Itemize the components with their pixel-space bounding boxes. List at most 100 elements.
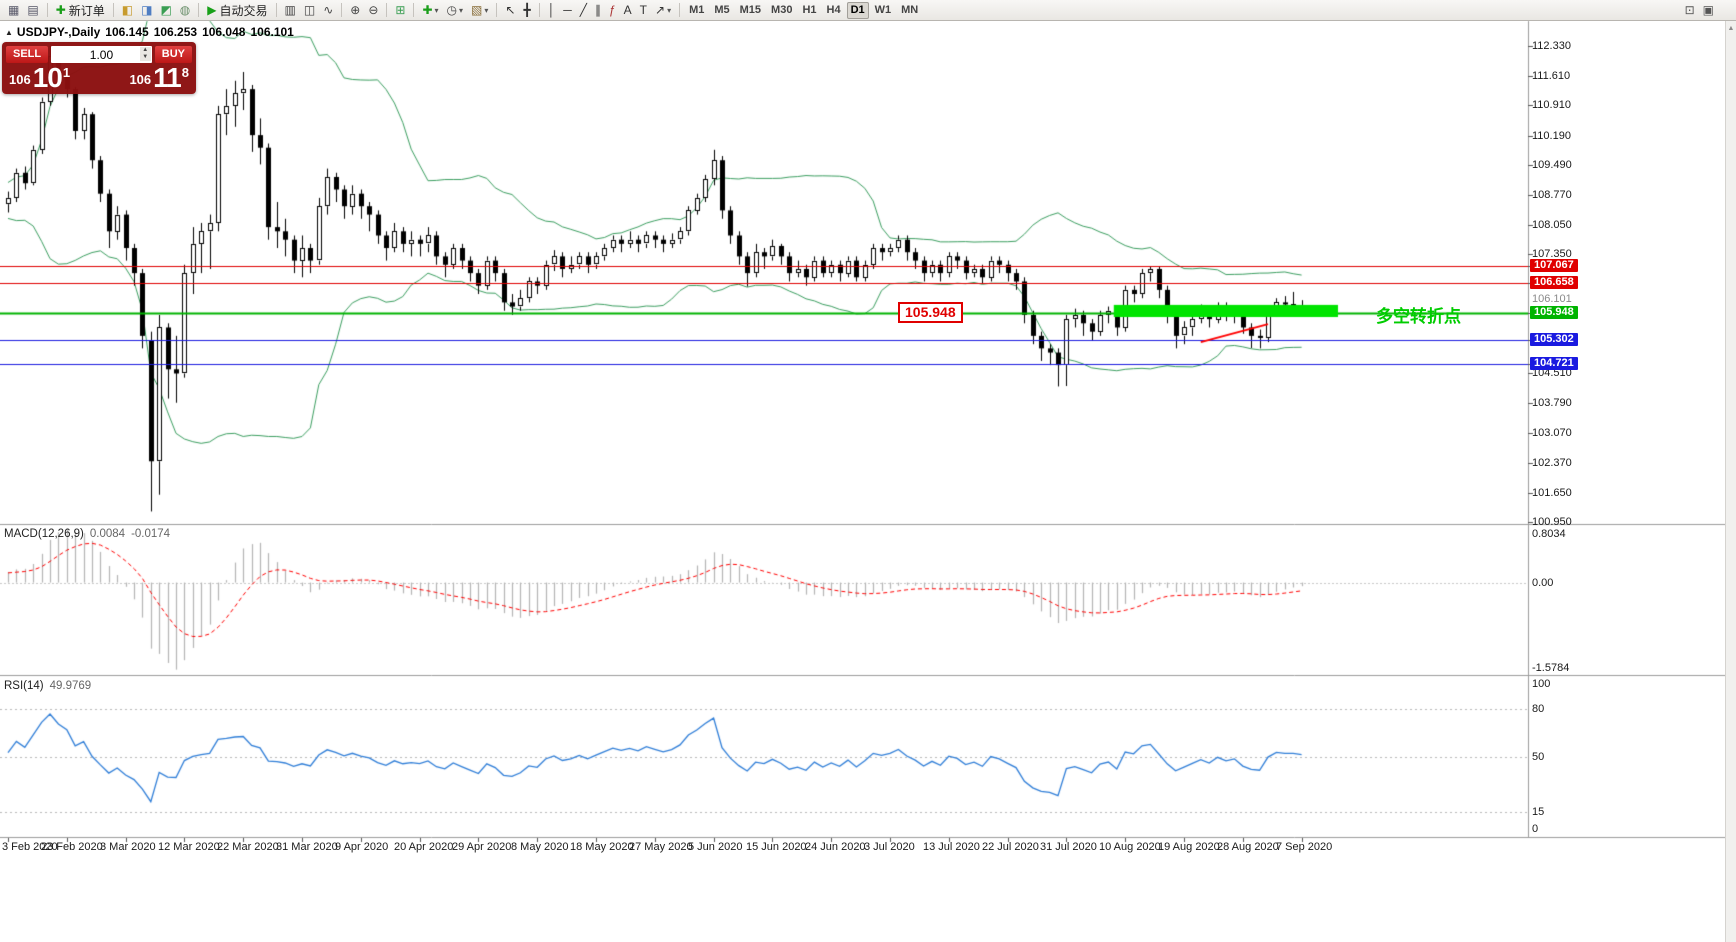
date-axis-label: 27 May 2020 [629, 841, 693, 853]
timeframe-M15[interactable]: M15 [739, 4, 762, 16]
candlestick-chart-icon[interactable]: ◫ [301, 2, 318, 19]
channel-icon: ∥ [594, 3, 601, 17]
layout-icon[interactable]: ▣ [1700, 2, 1717, 19]
timeframe-H1[interactable]: H1 [802, 4, 817, 16]
vertical-scrollbar[interactable]: ▲ [1725, 21, 1736, 942]
date-axis-label: 22 Jul 2020 [982, 841, 1039, 853]
periods-button[interactable]: ◷ ▾ [444, 2, 467, 19]
layout-icon: ▣ [1702, 3, 1714, 17]
print-icon[interactable]: ⊡ [1682, 2, 1698, 19]
autotrading-button[interactable]: ▶ 自动交易 [204, 2, 270, 19]
horizontal-line-icon[interactable]: ─ [560, 2, 575, 19]
tile-windows-icon[interactable]: ⊞ [392, 2, 408, 19]
zoom-out-icon: ⊖ [368, 3, 379, 17]
date-axis-label: 7 Sep 2020 [1276, 841, 1333, 853]
navigator-icon: ◩ [160, 3, 172, 17]
cursor-icon[interactable]: ↖ [502, 2, 518, 19]
line-chart-icon[interactable]: ∿ [320, 2, 336, 19]
date-axis-label: 18 May 2020 [570, 841, 634, 853]
timeframe-MN[interactable]: MN [901, 4, 919, 16]
crosshair-icon[interactable]: ╋ [520, 2, 533, 19]
toolbar-separator [496, 3, 498, 17]
price-axis-label: 109.490 [1532, 159, 1572, 171]
price-axis-label: 104.510 [1532, 367, 1572, 379]
trendline-icon[interactable]: ╱ [577, 2, 590, 19]
date-axis-label: 23 Feb 2020 [41, 841, 103, 853]
buy-button[interactable]: BUY [154, 46, 192, 63]
bid-pip: 1 [62, 65, 71, 80]
price-axis-label: 112.330 [1532, 40, 1571, 52]
fibonacci-icon[interactable]: ƒ [606, 2, 619, 19]
profiles-icon[interactable]: ▤ [24, 2, 41, 19]
rsi-name: RSI(14) [4, 680, 44, 692]
timeframe-M1[interactable]: M1 [689, 4, 705, 16]
new-chart-icon: ▦ [8, 3, 20, 17]
text-icon[interactable]: A [621, 2, 635, 19]
bar-chart-icon[interactable]: ▥ [282, 2, 299, 19]
horizontal-line-icon: ─ [563, 3, 572, 17]
arrows-icon[interactable]: ↗ ▾ [652, 2, 674, 19]
ask-price: 106 11 8 [129, 64, 189, 92]
templates-button: ▧ [471, 3, 483, 17]
symbol-title: USDJPY-,Daily [16, 25, 101, 39]
cursor-icon: ↖ [505, 3, 516, 17]
channel-icon[interactable]: ∥ [592, 2, 604, 19]
navigator-icon[interactable]: ◩ [157, 2, 174, 19]
web-terminal-icon: ◍ [179, 3, 191, 17]
ohlc-low: 106.048 [202, 25, 246, 39]
zoom-out-icon[interactable]: ⊖ [365, 2, 381, 19]
collapse-marker-icon[interactable]: ▲ [5, 28, 13, 37]
rsi-pane-label: RSI(14) 49.9769 [4, 680, 91, 692]
data-window-icon[interactable]: ◨ [138, 2, 155, 19]
macd-pane-label: MACD(12,26,9) 0.0084 -0.0174 [4, 528, 170, 540]
scroll-up-icon[interactable]: ▲ [1727, 25, 1735, 32]
price-axis-label: 108.050 [1532, 219, 1572, 231]
templates-button[interactable]: ▧ ▾ [468, 2, 491, 19]
web-terminal-icon[interactable]: ◍ [177, 2, 193, 19]
date-axis-label: 5 Jun 2020 [688, 841, 743, 853]
vertical-line-icon: │ [547, 3, 556, 17]
price-axis-label: 103.790 [1532, 397, 1572, 409]
rsi-scale-label: 80 [1532, 703, 1545, 715]
one-click-trade-panel: SELL 1.00 ▲ ▼ BUY 106 10 1 106 11 8 [2, 42, 196, 94]
timeframe-M30[interactable]: M30 [771, 4, 793, 16]
price-line-badge: 104.721 [1530, 357, 1578, 370]
rsi-scale-label: 0 [1532, 823, 1539, 835]
line-chart-icon: ∿ [323, 3, 334, 17]
toolbar-separator [275, 3, 277, 17]
label-icon[interactable]: T [637, 2, 650, 19]
date-axis-label: 9 Apr 2020 [335, 841, 389, 853]
volume-input[interactable]: 1.00 ▲ ▼ [51, 46, 152, 63]
price-line-badge: 105.302 [1530, 333, 1578, 346]
timeframe-D1[interactable]: D1 [846, 1, 869, 19]
turning-point-annotation: 多空转折点 [1376, 307, 1461, 326]
new-order-button: ✚ [55, 3, 66, 17]
toolbar-separator [679, 3, 681, 17]
macd-name: MACD(12,26,9) [4, 528, 84, 540]
new-order-button[interactable]: ✚ 新订单 [53, 2, 108, 19]
timeframe-W1[interactable]: W1 [874, 4, 892, 16]
zoom-in-icon[interactable]: ⊕ [347, 2, 363, 19]
date-axis-label: 28 Aug 2020 [1217, 841, 1279, 853]
price-axis-label: 100.950 [1532, 516, 1572, 528]
date-axis-label: 20 Apr 2020 [394, 841, 454, 853]
timeframe-M5[interactable]: M5 [714, 4, 730, 16]
sell-button[interactable]: SELL [6, 46, 49, 63]
new-order-button-label: 新订单 [68, 3, 105, 18]
chevron-down-icon: ▾ [667, 5, 672, 15]
volume-up-icon[interactable]: ▲ [139, 47, 151, 54]
indicators-button[interactable]: ✚ ▾ [419, 2, 441, 19]
new-chart-icon[interactable]: ▦ [5, 2, 22, 19]
vertical-line-icon[interactable]: │ [545, 2, 559, 19]
timeframe-H4[interactable]: H4 [826, 4, 841, 16]
bid-price: 106 10 1 [9, 64, 71, 92]
macd-value-signal: -0.0174 [131, 528, 171, 540]
volume-value: 1.00 [89, 47, 114, 62]
data-window-icon: ◨ [141, 3, 153, 17]
rsi-scale-label: 50 [1532, 751, 1545, 763]
date-axis-label: 3 Feb 2020 [2, 841, 58, 853]
volume-down-icon[interactable]: ▼ [139, 54, 151, 61]
market-watch-icon[interactable]: ◧ [119, 2, 136, 19]
